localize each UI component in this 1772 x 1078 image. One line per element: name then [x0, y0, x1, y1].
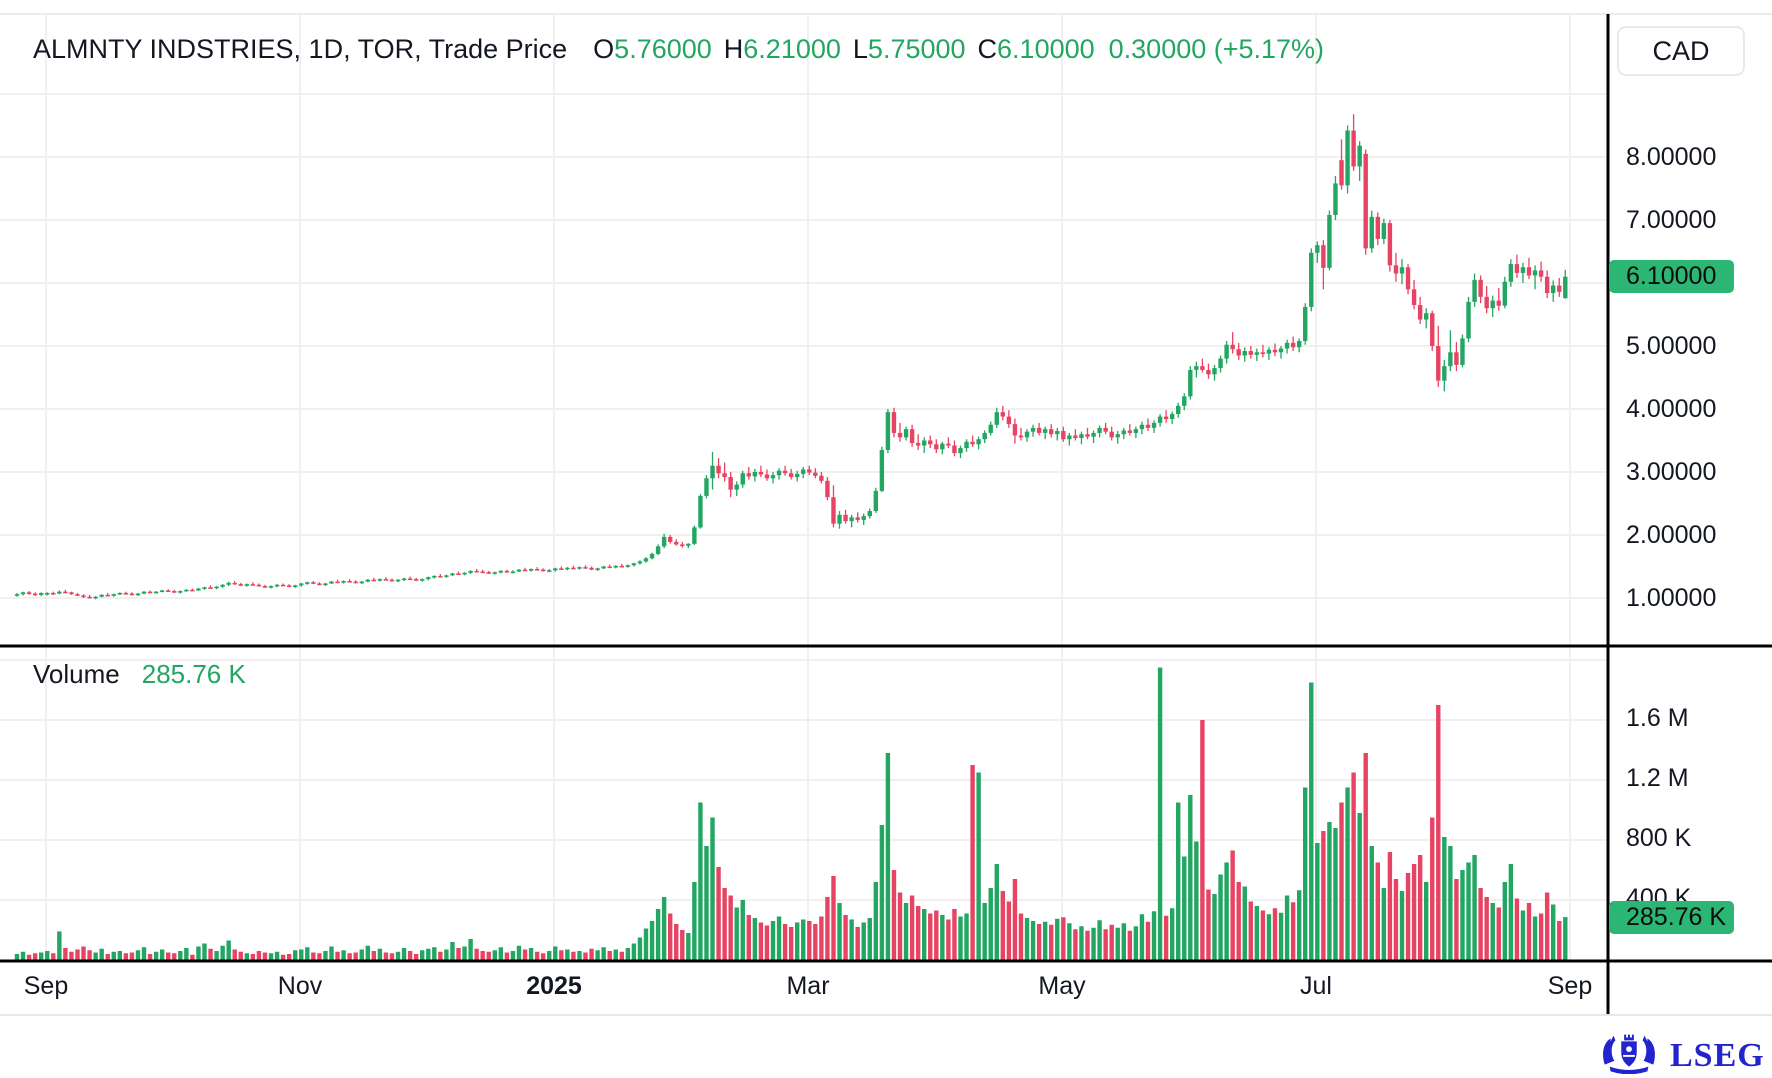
time-tick-label: Jul	[1300, 972, 1332, 1000]
symbol-title: ALMNTY INDSTRIES, 1D, TOR, Trade Price	[33, 34, 568, 64]
price-tick-label: 4.00000	[1626, 395, 1717, 423]
volume-label: Volume	[33, 659, 120, 689]
price-scale[interactable]	[1610, 14, 1772, 961]
volume-tick-label: 1.6 M	[1626, 704, 1689, 732]
time-tick-label: Sep	[23, 972, 69, 1000]
chart-legend: ALMNTY INDSTRIES, 1D, TOR, Trade Price O…	[33, 34, 1324, 65]
price-tick-label: 5.00000	[1626, 332, 1717, 360]
price-tick-label: 8.00000	[1626, 143, 1717, 171]
time-scale[interactable]	[0, 963, 1608, 1015]
high-value: H6.21000	[723, 34, 841, 64]
lseg-wordmark: LSEG	[1670, 1037, 1765, 1074]
low-value: L5.75000	[852, 34, 966, 64]
volume-tick-label: 1.2 M	[1626, 764, 1689, 792]
time-tick-label: Nov	[277, 972, 323, 1000]
last-volume-badge: 285.76 K	[1609, 901, 1734, 935]
time-tick-label: 2025	[526, 972, 582, 1000]
time-tick-label: Mar	[786, 972, 830, 1000]
change-value: 0.30000 (+5.17%)	[1108, 34, 1325, 64]
lseg-logo: LSEG	[1598, 1032, 1765, 1074]
price-tick-label: 2.00000	[1626, 521, 1717, 549]
price-tick-label: 1.00000	[1626, 584, 1717, 612]
volume-legend: Volume 285.76 K	[33, 659, 246, 690]
time-tick-label: May	[1038, 972, 1086, 1000]
volume-value: 285.76 K	[141, 659, 246, 689]
time-tick-label: Sep	[1547, 972, 1593, 1000]
price-tick-label: 3.00000	[1626, 458, 1717, 486]
last-price-badge: 6.10000	[1609, 259, 1734, 293]
close-value: C6.10000	[977, 34, 1095, 64]
open-value: O5.76000	[593, 34, 712, 64]
price-tick-label: 7.00000	[1626, 206, 1717, 234]
volume-tick-label: 800 K	[1626, 824, 1692, 852]
lseg-crest-icon	[1603, 1034, 1655, 1074]
currency-badge: CAD	[1617, 26, 1745, 76]
